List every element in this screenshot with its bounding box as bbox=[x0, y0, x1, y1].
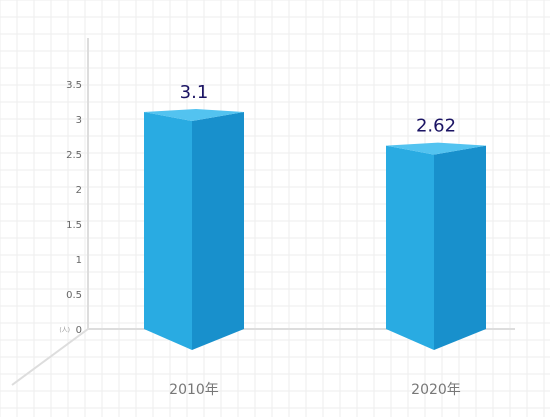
bar-1 bbox=[144, 109, 244, 350]
y-tick-label: 3 bbox=[76, 115, 82, 126]
y-tick-label: 0 bbox=[76, 325, 82, 336]
y-tick-label: 3.5 bbox=[66, 80, 82, 91]
bar-front-face bbox=[386, 145, 434, 350]
x-tick-label: 2010年 bbox=[169, 382, 219, 398]
y-tick-label: 0.5 bbox=[66, 290, 82, 301]
y-tick-label: 1 bbox=[76, 255, 82, 266]
y-axis-label: (人) bbox=[59, 327, 70, 334]
bar-side-face bbox=[192, 112, 244, 350]
y-tick-label: 2 bbox=[76, 185, 82, 196]
y-tick-label: 1.5 bbox=[66, 220, 82, 231]
bar-top-face bbox=[386, 142, 486, 155]
y-tick-label: 2.5 bbox=[66, 150, 82, 161]
bar-2 bbox=[386, 142, 486, 350]
depth-axis-line bbox=[11, 328, 89, 386]
x-tick-label: 2020年 bbox=[411, 382, 461, 398]
data-label: 2.62 bbox=[416, 116, 456, 137]
bar-top-face bbox=[144, 109, 244, 121]
bar-side-face bbox=[434, 145, 486, 350]
data-label: 3.1 bbox=[180, 82, 209, 103]
bar-front-face bbox=[144, 112, 192, 350]
